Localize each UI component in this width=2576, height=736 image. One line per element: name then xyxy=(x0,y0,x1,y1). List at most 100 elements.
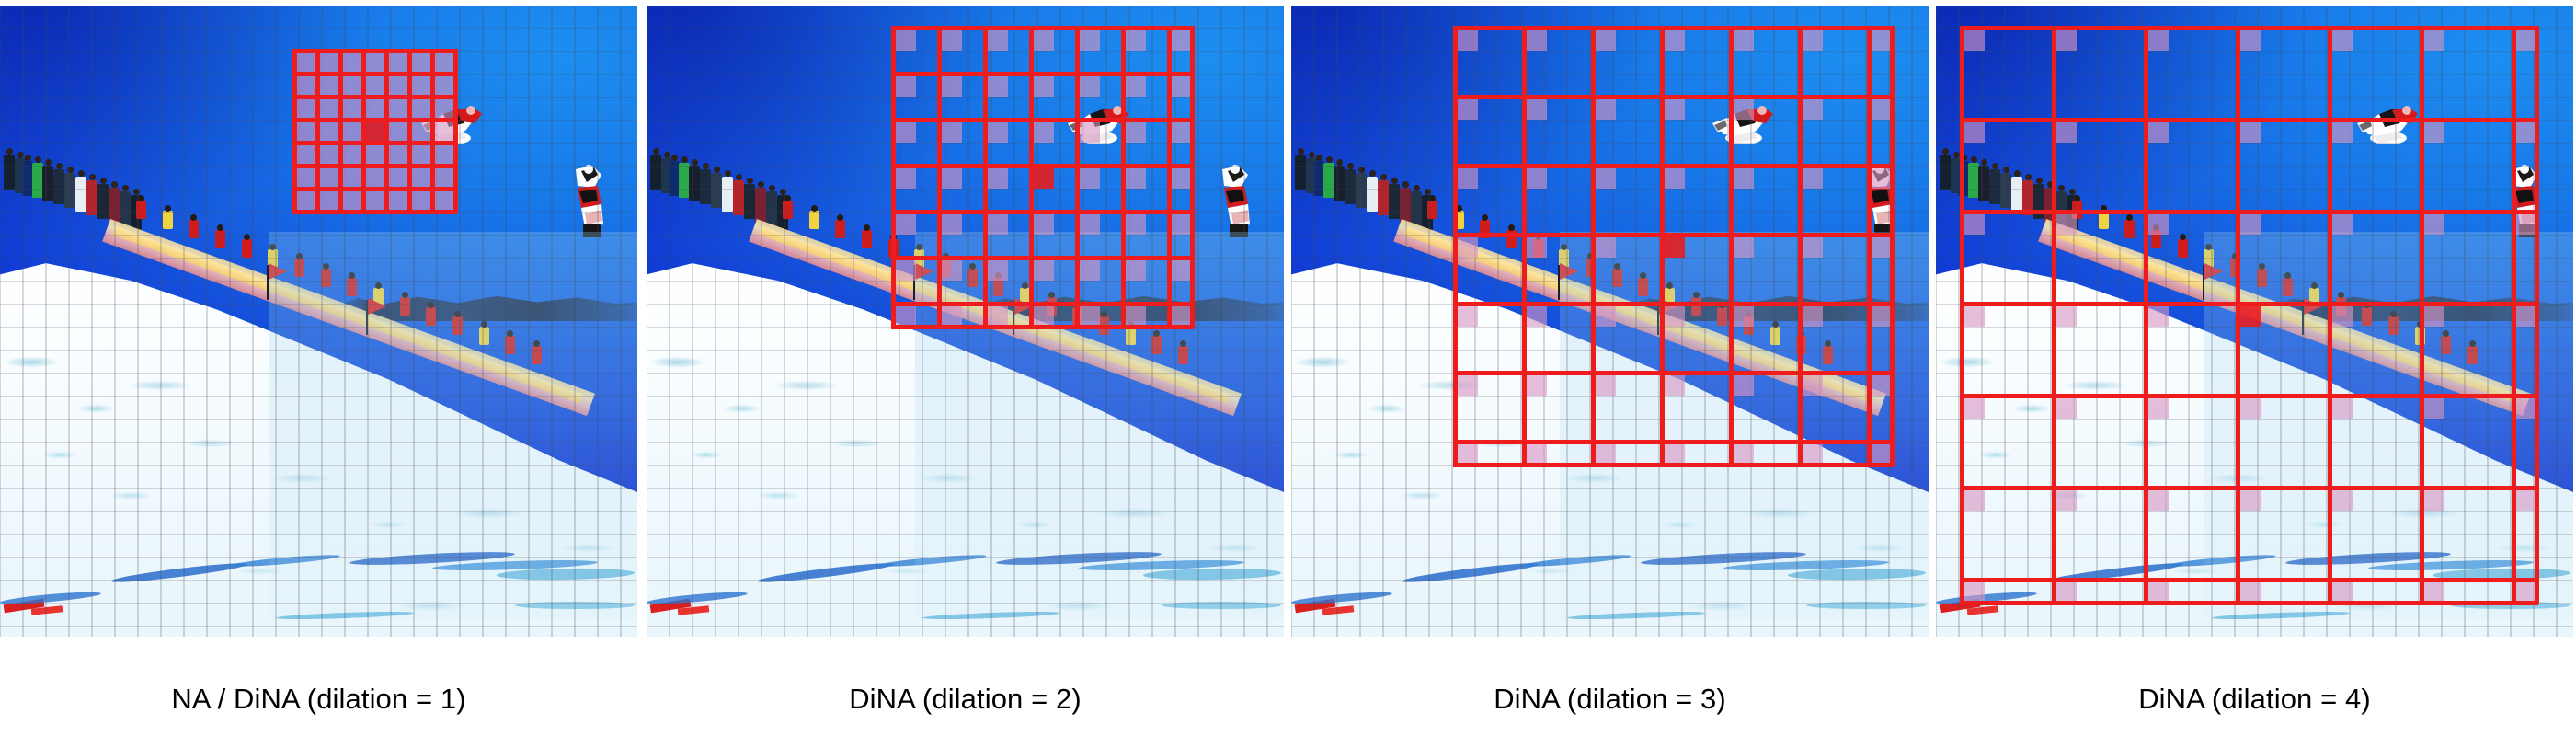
ramp-athlete-head xyxy=(889,234,897,241)
ramp-athlete-head xyxy=(810,204,818,212)
ramp-athlete xyxy=(373,287,384,306)
spectator xyxy=(1367,177,1378,212)
panel-dilation-4 xyxy=(1936,6,2573,637)
panel-dilation-2 xyxy=(647,6,1284,637)
course-flag-pole xyxy=(1657,300,1659,335)
spectator-head xyxy=(1953,152,1960,158)
caption-dilation-3: DiNA (dilation = 3) xyxy=(1494,683,1726,715)
ramp-athlete xyxy=(1717,306,1728,326)
snowboarder-airborne xyxy=(416,90,495,155)
inrun-shadow xyxy=(2204,232,2573,618)
snowboarder-airborne xyxy=(2352,90,2431,155)
ramp-athlete-head xyxy=(2337,292,2344,299)
spectator-head xyxy=(2003,167,2009,173)
spectator xyxy=(1378,180,1389,215)
spectator-head xyxy=(2047,181,2054,188)
spectator-head xyxy=(1391,178,1398,184)
ramp-athlete-head xyxy=(190,214,198,222)
course-flag xyxy=(2204,263,2223,280)
spectator-head xyxy=(17,152,24,158)
ramp-athlete-head xyxy=(916,243,923,250)
ramp-athlete-head xyxy=(243,234,250,241)
ramp-athlete-head xyxy=(1825,340,1831,347)
spectator-head xyxy=(89,174,96,180)
ramp-athlete xyxy=(1151,336,1162,355)
ramp-athlete xyxy=(2072,201,2082,219)
ramp-athlete xyxy=(478,326,489,345)
spectator-head xyxy=(1425,189,1431,195)
ramp-athlete xyxy=(1178,346,1188,364)
ramp-athlete-head xyxy=(2232,253,2238,260)
snowboarder-airborne xyxy=(1707,90,1786,155)
ramp-athlete xyxy=(887,239,899,259)
spectator-head xyxy=(2014,170,2021,177)
spectator-head xyxy=(653,148,659,155)
spectator xyxy=(1323,163,1334,198)
ramp-athlete xyxy=(2124,220,2135,239)
spectator xyxy=(733,180,744,215)
ramp-athlete xyxy=(808,210,819,229)
snow-shadow-streak xyxy=(1806,602,1926,609)
spectator-head xyxy=(1336,159,1343,166)
sky-shading xyxy=(647,6,1042,296)
ramp-athlete xyxy=(1665,287,1675,306)
ramp-athlete xyxy=(2362,306,2373,326)
spectator xyxy=(1356,173,1367,208)
spectator-head xyxy=(2069,189,2076,195)
spectator xyxy=(120,191,131,226)
spectator xyxy=(2055,191,2067,226)
ramp-athlete xyxy=(215,229,225,248)
course-flag xyxy=(269,263,287,280)
ramp-athlete-head xyxy=(2284,272,2292,280)
ramp-athlete-head xyxy=(1561,243,1568,250)
spectator-head xyxy=(1380,174,1387,180)
snow-shadow-streak xyxy=(515,602,635,609)
ramp-athlete-head xyxy=(401,292,408,299)
ramp-athlete xyxy=(2098,210,2109,229)
spectator-head xyxy=(769,185,775,191)
spectator-head xyxy=(67,167,74,173)
ramp-athlete xyxy=(1559,248,1570,268)
ramp-athlete-head xyxy=(2153,224,2159,231)
ramp-athlete-head xyxy=(2311,282,2318,289)
spectator-head xyxy=(2025,174,2032,180)
photo-dilation-3 xyxy=(1291,6,1929,637)
snowboarder-right xyxy=(561,164,618,243)
ramp-athlete xyxy=(241,239,252,259)
ramp-athlete-head xyxy=(1048,292,1055,299)
spectator xyxy=(2033,184,2044,219)
ramp-athlete xyxy=(1125,326,1136,345)
snowboarder-airborne xyxy=(1062,90,1141,155)
sky-shading xyxy=(1936,6,2331,296)
ramp-athlete xyxy=(1586,259,1596,278)
ramp-athlete xyxy=(426,306,437,326)
ramp-athlete xyxy=(2309,287,2319,306)
spectator xyxy=(1313,161,1324,196)
ramp-athlete-head xyxy=(1692,292,1700,299)
spectator-head xyxy=(35,156,41,163)
ramp-athlete-head xyxy=(375,282,382,289)
spectator-head xyxy=(747,178,753,184)
snow-shadow-streak xyxy=(2451,602,2570,609)
spectator-head xyxy=(78,170,85,177)
ramp-athlete-head xyxy=(349,272,356,280)
ramp-athlete-head xyxy=(138,195,144,201)
ramp-athlete xyxy=(1020,287,1030,306)
caption-dilation-4: DiNA (dilation = 4) xyxy=(2138,683,2371,715)
ramp-athlete xyxy=(1769,326,1780,345)
course-flag xyxy=(368,298,386,315)
spectator-head xyxy=(1316,155,1322,161)
spectator-head xyxy=(1347,163,1354,169)
spectator-head xyxy=(56,163,63,169)
panel-dilation-3 xyxy=(1291,6,1929,637)
spectator xyxy=(669,161,680,196)
ramp-athlete xyxy=(1638,278,1649,297)
caption-dilation-2: DiNA (dilation = 2) xyxy=(849,683,1082,715)
spectator-head xyxy=(25,155,31,161)
caption-dilation-1: NA / DiNA (dilation = 1) xyxy=(171,683,466,715)
ramp-athlete xyxy=(1532,239,1543,259)
spectator xyxy=(1334,166,1345,201)
spectator xyxy=(744,184,755,219)
inrun-shadow xyxy=(915,232,1284,618)
snowboarder-right xyxy=(1208,164,1265,243)
